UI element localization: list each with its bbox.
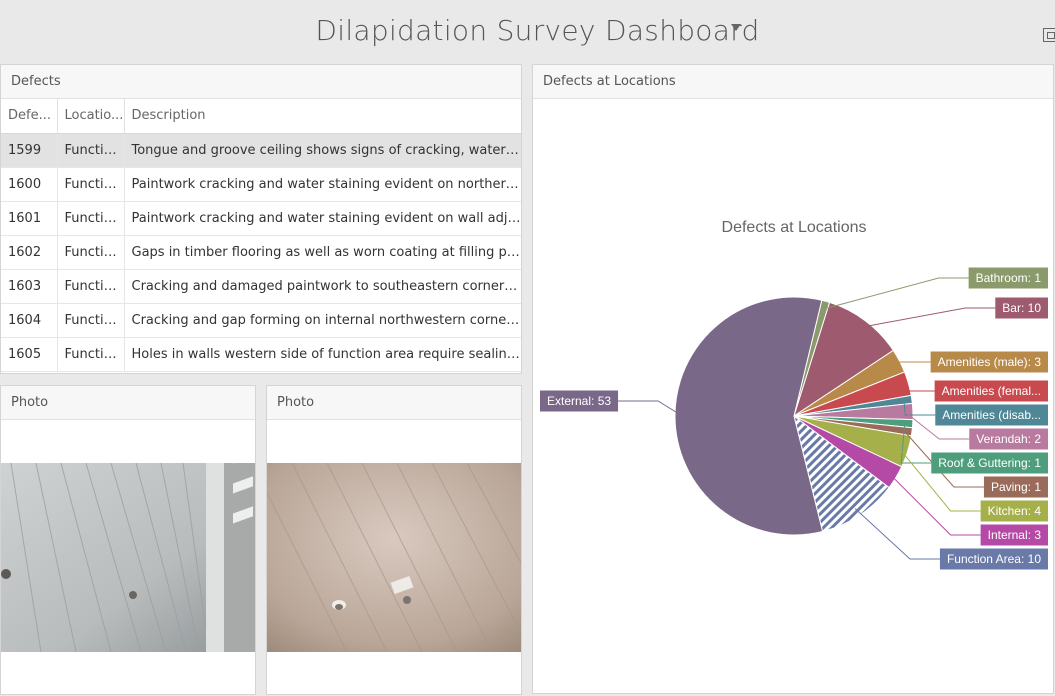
cell-location: Functio... — [57, 337, 125, 372]
pie-label-box — [540, 390, 619, 412]
pie-leader-line — [904, 411, 970, 440]
pie-data-label: Function Area: 10 — [947, 552, 1041, 566]
table-row[interactable]: 1601 Functio... Paintwork cracking and w… — [1, 201, 521, 236]
defects-panel: Defects Defe... Locatio... Description 1… — [0, 64, 522, 374]
pie-data-label: Paving: 1 — [991, 480, 1041, 494]
pie-data-label: Amenities (disab... — [942, 408, 1041, 422]
photo-panel-title: Photo — [1, 386, 255, 420]
defects-panel-title: Defects — [1, 65, 521, 99]
cell-location: Functio... — [57, 235, 125, 270]
column-header-defect[interactable]: Defe... — [1, 99, 58, 134]
cell-defect-id: 1604 — [1, 303, 58, 338]
pie-data-label: Amenities (male): 3 — [938, 355, 1042, 369]
chart-title: Defects at Locations — [722, 219, 867, 236]
cell-location: Functio... — [57, 201, 125, 236]
table-row[interactable]: 1602 Functio... Gaps in timber flooring … — [1, 235, 521, 270]
table-row[interactable]: 1599 Functio... Tongue and groove ceilin… — [1, 133, 521, 168]
pie-chart: Defects at Locations Bathroom: 1 Bar: 10 A… — [540, 219, 1048, 570]
table-row[interactable]: 1600 Functio... Paintwork cracking and w… — [1, 167, 521, 202]
column-header-description[interactable]: Description — [124, 99, 521, 134]
pie-label-box — [969, 428, 1048, 450]
photo-panel-1: Photo — [0, 385, 256, 695]
defects-table: Defe... Locatio... Description 1599 Func… — [1, 99, 521, 372]
table-header-row: Defe... Locatio... Description — [1, 99, 521, 134]
table-row[interactable]: 1604 Functio... Cracking and gap forming… — [1, 303, 521, 338]
table-row[interactable]: 1603 Functio... Cracking and damaged pai… — [1, 269, 521, 304]
pie-leader-line — [900, 423, 932, 464]
pie-label-box — [931, 452, 1048, 474]
cell-defect-id: 1603 — [1, 269, 58, 304]
pie-leader-line — [900, 385, 935, 392]
cell-defect-id: 1605 — [1, 337, 58, 372]
cell-description: Cracking and damaged paintwork to southe… — [124, 269, 521, 304]
pie-label-box — [930, 351, 1048, 373]
pie-data-label: Roof & Guttering: 1 — [938, 456, 1041, 470]
chart-panel: Defects at Locations Defects at Location… — [532, 64, 1054, 694]
pie-leader-line — [892, 361, 931, 366]
pie-leader-line — [860, 307, 996, 328]
pie-data-label: Amenities (femal... — [942, 384, 1041, 398]
pie-leader-line — [888, 472, 981, 536]
pie-label-box — [980, 500, 1048, 522]
column-header-location[interactable]: Locatio... — [57, 99, 125, 134]
pie-data-label: Verandah: 2 — [976, 432, 1041, 446]
cell-location: Functio... — [57, 269, 125, 304]
photo-panel-2: Photo — [266, 385, 522, 695]
pie-label-box — [968, 267, 1048, 289]
pie-leader-line — [854, 508, 940, 560]
title-dropdown-caret-icon[interactable] — [731, 24, 741, 31]
cell-location: Functio... — [57, 167, 125, 202]
pie-slice[interactable] — [793, 301, 894, 418]
cell-description: Gaps in timber flooring as well as worn … — [124, 235, 521, 270]
pie-data-label: Bar: 10 — [1002, 301, 1041, 315]
cell-defect-id: 1600 — [1, 167, 58, 202]
pie-data-label: External: 53 — [547, 394, 611, 408]
export-icon[interactable] — [1043, 28, 1055, 42]
pie-leader-line — [899, 448, 981, 512]
pie-data-label: Internal: 3 — [988, 528, 1042, 542]
cell-description: Holes in walls western side of function … — [124, 337, 521, 372]
cell-defect-id: 1599 — [1, 133, 58, 168]
chart-panel-title: Defects at Locations — [533, 65, 1053, 99]
pie-data-label: Bathroom: 1 — [976, 271, 1042, 285]
dashboard-title-bar: Dilapidation Survey Dashboard — [0, 0, 1055, 62]
cell-location: Functio... — [57, 133, 125, 168]
pie-slice[interactable] — [793, 414, 890, 533]
table-row[interactable]: 1605 Functio... Holes in walls western s… — [1, 337, 521, 372]
pie-leader-line — [618, 400, 684, 417]
pie-label-box — [935, 404, 1048, 426]
pie-leader-line — [903, 400, 936, 416]
pie-label-box — [939, 548, 1048, 570]
pie-label-box — [934, 380, 1048, 402]
pie-data-label: Kitchen: 4 — [988, 504, 1042, 518]
cell-defect-id: 1601 — [1, 201, 58, 236]
cell-description: Tongue and groove ceiling shows signs of… — [124, 133, 521, 168]
dashboard-title: Dilapidation Survey Dashboard — [315, 14, 760, 47]
cell-description: Paintwork cracking and water staining ev… — [124, 201, 521, 236]
pie-slice[interactable] — [674, 296, 824, 536]
pie-label-box — [983, 476, 1048, 498]
photo-panel-title: Photo — [267, 386, 521, 420]
pie-leader-line — [823, 277, 969, 310]
pie-label-box — [980, 524, 1048, 546]
cell-description: Cracking and gap forming on internal nor… — [124, 303, 521, 338]
ceiling-photo-2 — [267, 463, 521, 652]
cell-description: Paintwork cracking and water staining ev… — [124, 167, 521, 202]
cell-location: Functio... — [57, 303, 125, 338]
pie-leader-line — [903, 430, 984, 488]
ceiling-photo-1 — [1, 463, 255, 652]
pie-label-box — [995, 297, 1048, 319]
cell-defect-id: 1602 — [1, 235, 58, 270]
